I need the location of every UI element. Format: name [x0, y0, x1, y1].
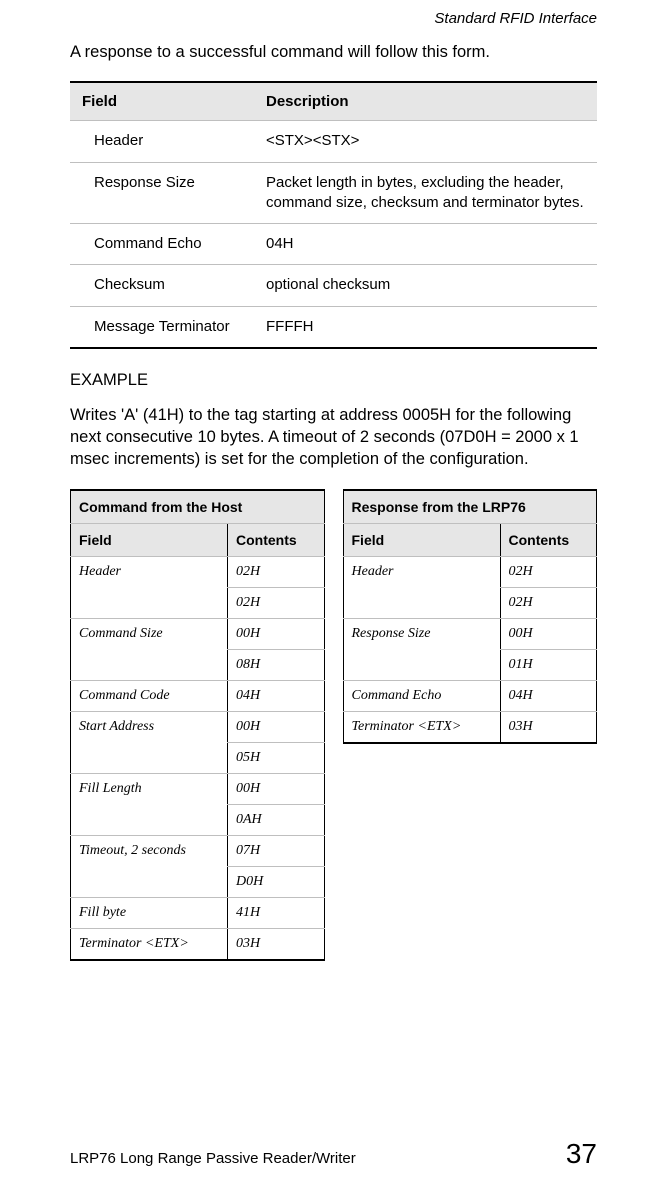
table-row: Checksum optional checksum: [70, 265, 597, 306]
table-row: Header <STX><STX>: [70, 121, 597, 162]
example-paragraph: Writes 'A' (41H) to the tag starting at …: [70, 404, 597, 471]
cell-field: Command Echo: [70, 224, 254, 265]
cell-field: Header: [70, 121, 254, 162]
table-row: Start Address 00H: [71, 711, 325, 742]
cell-field: Start Address: [71, 711, 228, 773]
cell-val: 00H: [228, 773, 325, 804]
table-row: Terminator <ETX> 03H: [343, 711, 597, 743]
cell-val: 04H: [500, 680, 597, 711]
cell-val: 03H: [500, 711, 597, 743]
table-row: Response Size 00H: [343, 618, 597, 649]
cell-val: 02H: [500, 556, 597, 587]
cell-val: 00H: [228, 618, 325, 649]
cell-val: 0AH: [228, 804, 325, 835]
page-footer: LRP76 Long Range Passive Reader/Writer 3…: [70, 1138, 597, 1170]
cell-val: 02H: [228, 556, 325, 587]
cell-val: 02H: [228, 587, 325, 618]
response-format-table: Field Description Header <STX><STX> Resp…: [70, 81, 597, 349]
cell-desc: FFFFH: [254, 306, 597, 348]
table-title-row: Response from the LRP76: [343, 490, 597, 524]
table-row: Command Echo 04H: [343, 680, 597, 711]
cell-field: Terminator <ETX>: [343, 711, 500, 743]
cell-field: Response Size: [70, 162, 254, 224]
col-field: Field: [70, 82, 254, 121]
table-row: Command Echo 04H: [70, 224, 597, 265]
table-title-row: Command from the Host: [71, 490, 325, 524]
cell-val: 00H: [500, 618, 597, 649]
table-row: Header 02H: [71, 556, 325, 587]
cell-field: Message Terminator: [70, 306, 254, 348]
running-head: Standard RFID Interface: [70, 10, 597, 27]
cell-desc: <STX><STX>: [254, 121, 597, 162]
cell-val: 04H: [228, 680, 325, 711]
table-row: Timeout, 2 seconds 07H: [71, 835, 325, 866]
footer-title: LRP76 Long Range Passive Reader/Writer: [70, 1150, 356, 1167]
table-row: Terminator <ETX> 03H: [71, 928, 325, 960]
intro-paragraph: A response to a successful command will …: [70, 41, 597, 63]
table-header-row: Field Contents: [71, 523, 325, 556]
cell-field: Fill Length: [71, 773, 228, 835]
table-row: Header 02H: [343, 556, 597, 587]
col-description: Description: [254, 82, 597, 121]
col-contents: Contents: [228, 523, 325, 556]
col-field: Field: [71, 523, 228, 556]
col-contents: Contents: [500, 523, 597, 556]
cell-val: D0H: [228, 866, 325, 897]
cell-field: Timeout, 2 seconds: [71, 835, 228, 897]
host-command-table: Command from the Host Field Contents Hea…: [70, 489, 325, 961]
cell-val: 00H: [228, 711, 325, 742]
table-title: Response from the LRP76: [343, 490, 597, 524]
cell-field: Header: [71, 556, 228, 618]
cell-field: Terminator <ETX>: [71, 928, 228, 960]
table-title: Command from the Host: [71, 490, 325, 524]
table-header-row: Field Contents: [343, 523, 597, 556]
cell-val: 03H: [228, 928, 325, 960]
cell-field: Command Size: [71, 618, 228, 680]
page-number: 37: [566, 1138, 597, 1170]
table-header-row: Field Description: [70, 82, 597, 121]
cell-desc: Packet length in bytes, excluding the he…: [254, 162, 597, 224]
cell-field: Command Code: [71, 680, 228, 711]
table-row: Command Code 04H: [71, 680, 325, 711]
cell-field: Header: [343, 556, 500, 618]
cell-val: 08H: [228, 649, 325, 680]
cell-val: 41H: [228, 897, 325, 928]
table-row: Fill Length 00H: [71, 773, 325, 804]
cell-desc: optional checksum: [254, 265, 597, 306]
table-row: Command Size 00H: [71, 618, 325, 649]
col-field: Field: [343, 523, 500, 556]
lrp-response-table: Response from the LRP76 Field Contents H…: [343, 489, 598, 744]
cell-field: Response Size: [343, 618, 500, 680]
example-label: EXAMPLE: [70, 371, 597, 390]
cell-field: Fill byte: [71, 897, 228, 928]
example-tables-row: Command from the Host Field Contents Hea…: [70, 489, 597, 961]
cell-val: 01H: [500, 649, 597, 680]
cell-desc: 04H: [254, 224, 597, 265]
table-row: Response Size Packet length in bytes, ex…: [70, 162, 597, 224]
cell-val: 02H: [500, 587, 597, 618]
cell-val: 05H: [228, 742, 325, 773]
cell-field: Command Echo: [343, 680, 500, 711]
table-row: Message Terminator FFFFH: [70, 306, 597, 348]
cell-field: Checksum: [70, 265, 254, 306]
table-row: Fill byte 41H: [71, 897, 325, 928]
cell-val: 07H: [228, 835, 325, 866]
